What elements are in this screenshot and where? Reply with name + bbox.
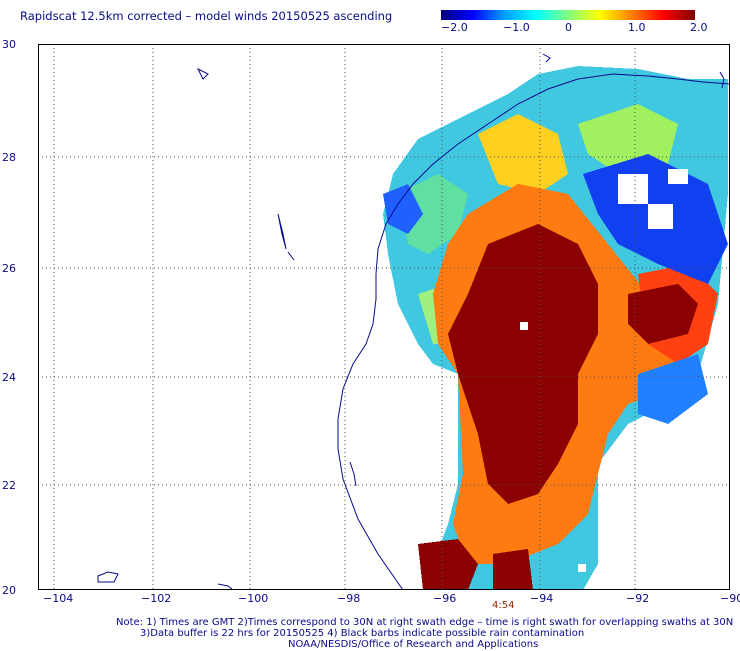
colorbar-tick-label: −2.0 (441, 21, 468, 34)
lat-label: 24 (2, 371, 16, 384)
lon-label: −92 (626, 592, 650, 605)
lat-label: 22 (2, 479, 16, 492)
wind-difference-map (38, 44, 730, 590)
swath-field (383, 66, 728, 590)
swath-time-label: 4:54 (492, 600, 515, 611)
lon-label: −100 (238, 592, 269, 605)
graticule (38, 44, 730, 590)
lon-label: −98 (337, 592, 361, 605)
map-title: Rapidscat 12.5km corrected – model winds… (20, 9, 393, 23)
colorbar-tick-label: −1.0 (503, 21, 530, 34)
colorbar-tick-label: 2.0 (690, 21, 708, 34)
lon-label: −102 (141, 592, 172, 605)
lon-label: −90 (720, 592, 740, 605)
lon-label: −96 (433, 592, 457, 605)
lat-label: 30 (2, 38, 16, 51)
plot-frame (38, 44, 730, 590)
footnote-line-1: Note: 1) Times are GMT 2)Times correspon… (116, 617, 734, 628)
colorbar (441, 10, 695, 20)
footnote-line-2: 3)Data buffer is 22 hrs for 20150525 4) … (140, 628, 585, 639)
lon-label: −94 (530, 592, 554, 605)
colorbar-tick-label: 1.0 (628, 21, 646, 34)
lat-label: 26 (2, 262, 16, 275)
colorbar-tick-label: 0 (565, 21, 572, 34)
lon-label: −104 (43, 592, 74, 605)
coastline (97, 53, 730, 590)
lat-label: 28 (2, 151, 16, 164)
footnote-credit: NOAA/NESDIS/Office of Research and Appli… (288, 639, 539, 650)
lat-label: 20 (2, 584, 16, 597)
